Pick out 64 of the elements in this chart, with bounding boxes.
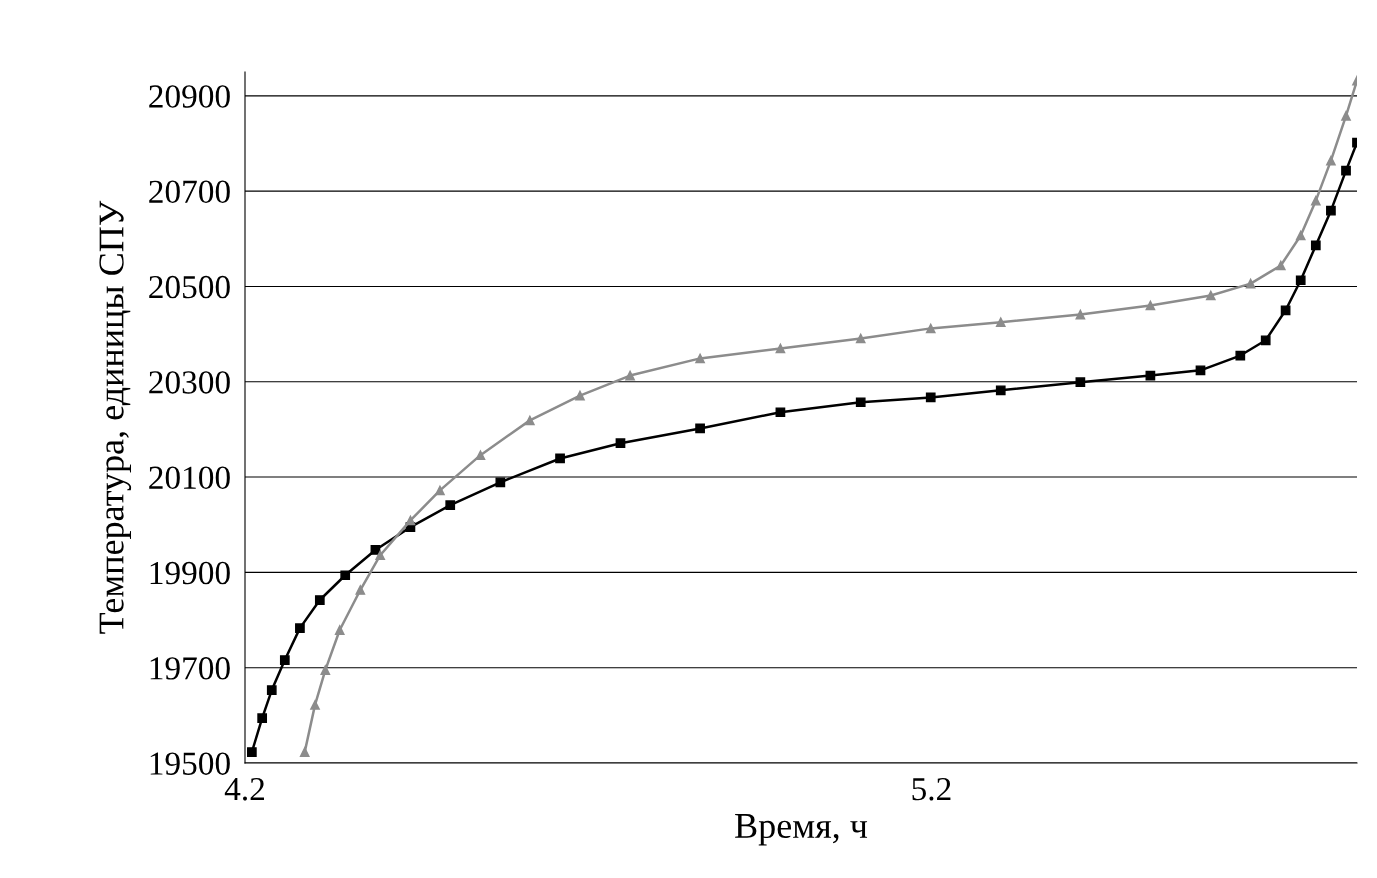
- point: [475, 450, 486, 461]
- point: [1280, 305, 1291, 316]
- y-tick-label: 19500: [150, 752, 230, 775]
- y-axis-title: Температура, единицы СПУ: [99, 200, 132, 634]
- point: [1326, 155, 1336, 166]
- point: [1326, 205, 1336, 216]
- point: [1275, 260, 1286, 271]
- point: [575, 390, 585, 401]
- point: [1341, 165, 1351, 176]
- point: [355, 585, 366, 595]
- point: [555, 453, 565, 464]
- y-tick-label: 20300: [149, 371, 230, 394]
- point: [1310, 240, 1321, 251]
- point: [266, 685, 277, 695]
- point: [1205, 290, 1216, 301]
- point: [1075, 309, 1086, 320]
- y-tick-label: 19700: [150, 657, 230, 680]
- y-tick-label: 19900: [150, 561, 230, 585]
- point: [855, 333, 866, 344]
- point: [370, 545, 381, 555]
- point: [1295, 230, 1306, 241]
- point: [615, 438, 626, 449]
- point: [299, 747, 310, 757]
- point: [310, 699, 320, 710]
- point: [435, 485, 445, 496]
- point: [279, 655, 290, 665]
- point: [855, 397, 866, 408]
- y-tick-label: 20900: [149, 85, 230, 108]
- point: [625, 370, 635, 381]
- point: [695, 353, 705, 364]
- y-tick-label: 20100: [149, 466, 230, 489]
- x-tick-label: 4.2: [224, 777, 264, 801]
- point: [1245, 278, 1256, 289]
- point: [995, 317, 1006, 328]
- point: [695, 423, 705, 434]
- point: [247, 747, 257, 757]
- point: [495, 477, 506, 488]
- point: [257, 713, 268, 724]
- point: [1310, 195, 1321, 206]
- point: [340, 570, 351, 581]
- y-tick-label: 20700: [149, 180, 230, 204]
- x-axis-title: Время, ч: [735, 814, 868, 846]
- point: [1145, 300, 1156, 311]
- point: [375, 550, 386, 561]
- x-tick-label: 5.2: [912, 777, 951, 801]
- point: [1075, 377, 1086, 388]
- point: [1260, 335, 1271, 346]
- point: [775, 407, 786, 418]
- point: [775, 343, 786, 354]
- point: [320, 665, 331, 675]
- point: [295, 623, 305, 633]
- point: [1235, 350, 1246, 361]
- point: [525, 415, 535, 426]
- point: [334, 625, 345, 635]
- point: [1295, 275, 1306, 286]
- point: [1341, 110, 1351, 121]
- y-tick-label: 20500: [149, 275, 230, 299]
- point: [445, 500, 456, 511]
- point: [1195, 365, 1206, 376]
- point: [925, 323, 936, 334]
- point: [314, 595, 325, 605]
- point: [405, 515, 416, 526]
- point: [925, 392, 936, 403]
- point: [995, 385, 1006, 396]
